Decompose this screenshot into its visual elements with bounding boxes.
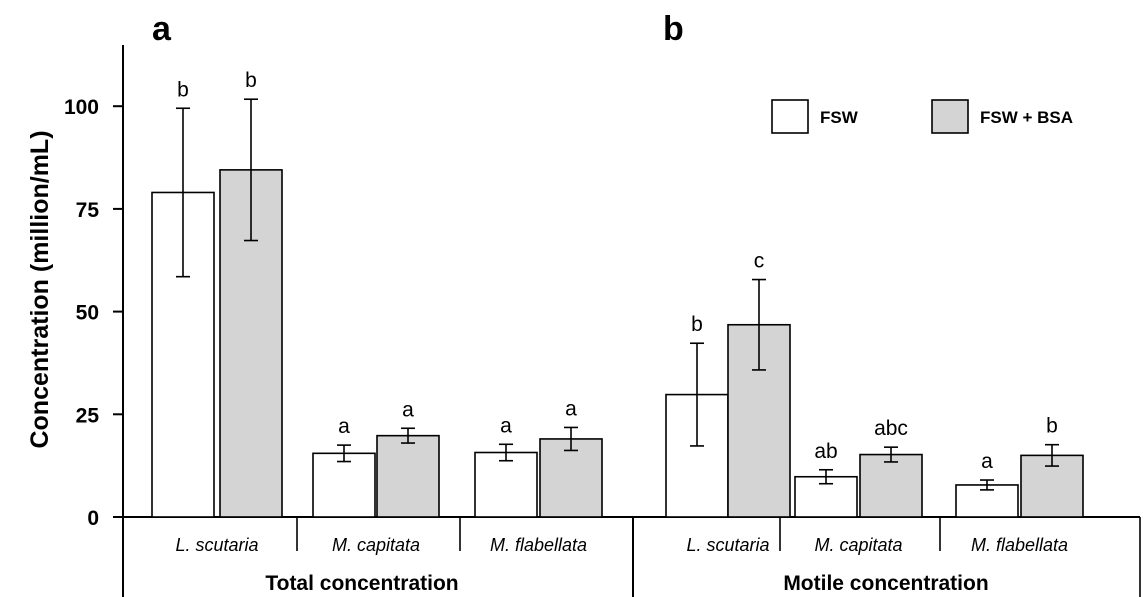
bar-fsw xyxy=(312,452,376,518)
significance-letter: ab xyxy=(814,440,837,463)
category-label: M. capitata xyxy=(814,535,902,555)
category-label: L. scutaria xyxy=(686,535,769,555)
group-title: Total concentration xyxy=(265,572,458,595)
category-label: M. capitata xyxy=(332,535,420,555)
significance-letter: c xyxy=(754,250,765,273)
bar-fsw-bsa xyxy=(859,453,923,518)
bar-fsw-bsa xyxy=(376,434,440,518)
category-label: L. scutaria xyxy=(175,535,258,555)
y-tick-label: 100 xyxy=(64,96,99,119)
category-label: M. flabellata xyxy=(971,535,1068,555)
y-tick-label: 0 xyxy=(87,507,99,530)
panel-label-b: b xyxy=(663,10,684,48)
significance-letter: a xyxy=(565,397,577,420)
significance-letter: a xyxy=(981,450,993,473)
significance-letter: a xyxy=(338,415,350,438)
significance-letter: b xyxy=(691,313,703,336)
bars-layer xyxy=(151,98,1084,518)
bar-fsw-bsa xyxy=(539,438,603,518)
significance-letter: b xyxy=(177,78,189,101)
legend-label-fsw: FSW xyxy=(820,108,859,127)
panel-label-a: a xyxy=(152,10,172,48)
bar-fsw xyxy=(474,451,538,518)
y-tick-label: 50 xyxy=(76,302,99,325)
legend: FSW FSW + BSA xyxy=(771,99,1073,134)
legend-swatch-fsw xyxy=(771,99,809,134)
group-title: Motile concentration xyxy=(783,572,988,595)
significance-letter: b xyxy=(245,69,257,92)
y-axis-label: Concentration (million/mL) xyxy=(26,130,54,448)
significance-letter: b xyxy=(1046,415,1058,438)
y-tick-label: 25 xyxy=(76,404,100,427)
significance-letter: a xyxy=(402,398,414,421)
significance-letter: abc xyxy=(874,417,908,440)
legend-label-fsw-bsa: FSW + BSA xyxy=(980,108,1073,127)
significance-letter: a xyxy=(500,414,512,437)
category-label: M. flabellata xyxy=(490,535,587,555)
y-tick-label: 75 xyxy=(76,199,100,222)
labels-layer: 0 25 50 75 100 Concentration (million/mL) a L. … xyxy=(26,10,1068,595)
legend-swatch-fsw-bsa xyxy=(931,99,969,134)
